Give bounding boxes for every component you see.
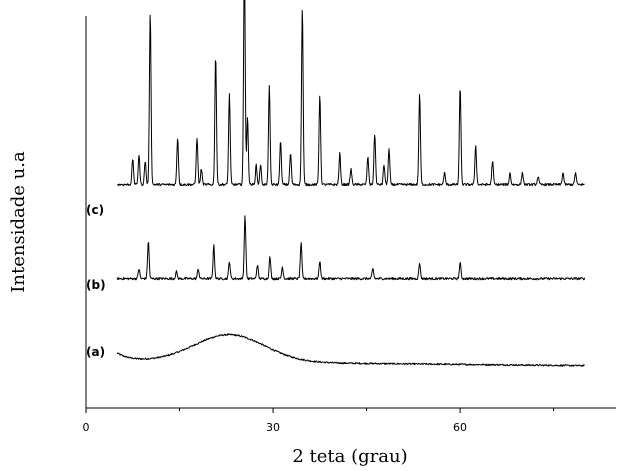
series-line-c bbox=[116, 0, 585, 187]
x-tick-label-60: 60 bbox=[453, 421, 467, 434]
series-label-a: (a) bbox=[86, 345, 105, 359]
x-tick-label-0: 0 bbox=[83, 421, 90, 434]
series-line-a bbox=[116, 333, 585, 367]
y-axis-title: Intensidade u.a bbox=[8, 151, 29, 293]
series-label-b: (b) bbox=[86, 278, 106, 292]
x-tick-label-30: 30 bbox=[266, 421, 280, 434]
trace-group bbox=[116, 0, 586, 367]
x-tick-group bbox=[85, 408, 555, 413]
series-label-c: (c) bbox=[86, 203, 104, 217]
series-line-b bbox=[116, 215, 586, 281]
x-axis-title: 2 teta (grau) bbox=[292, 446, 407, 467]
